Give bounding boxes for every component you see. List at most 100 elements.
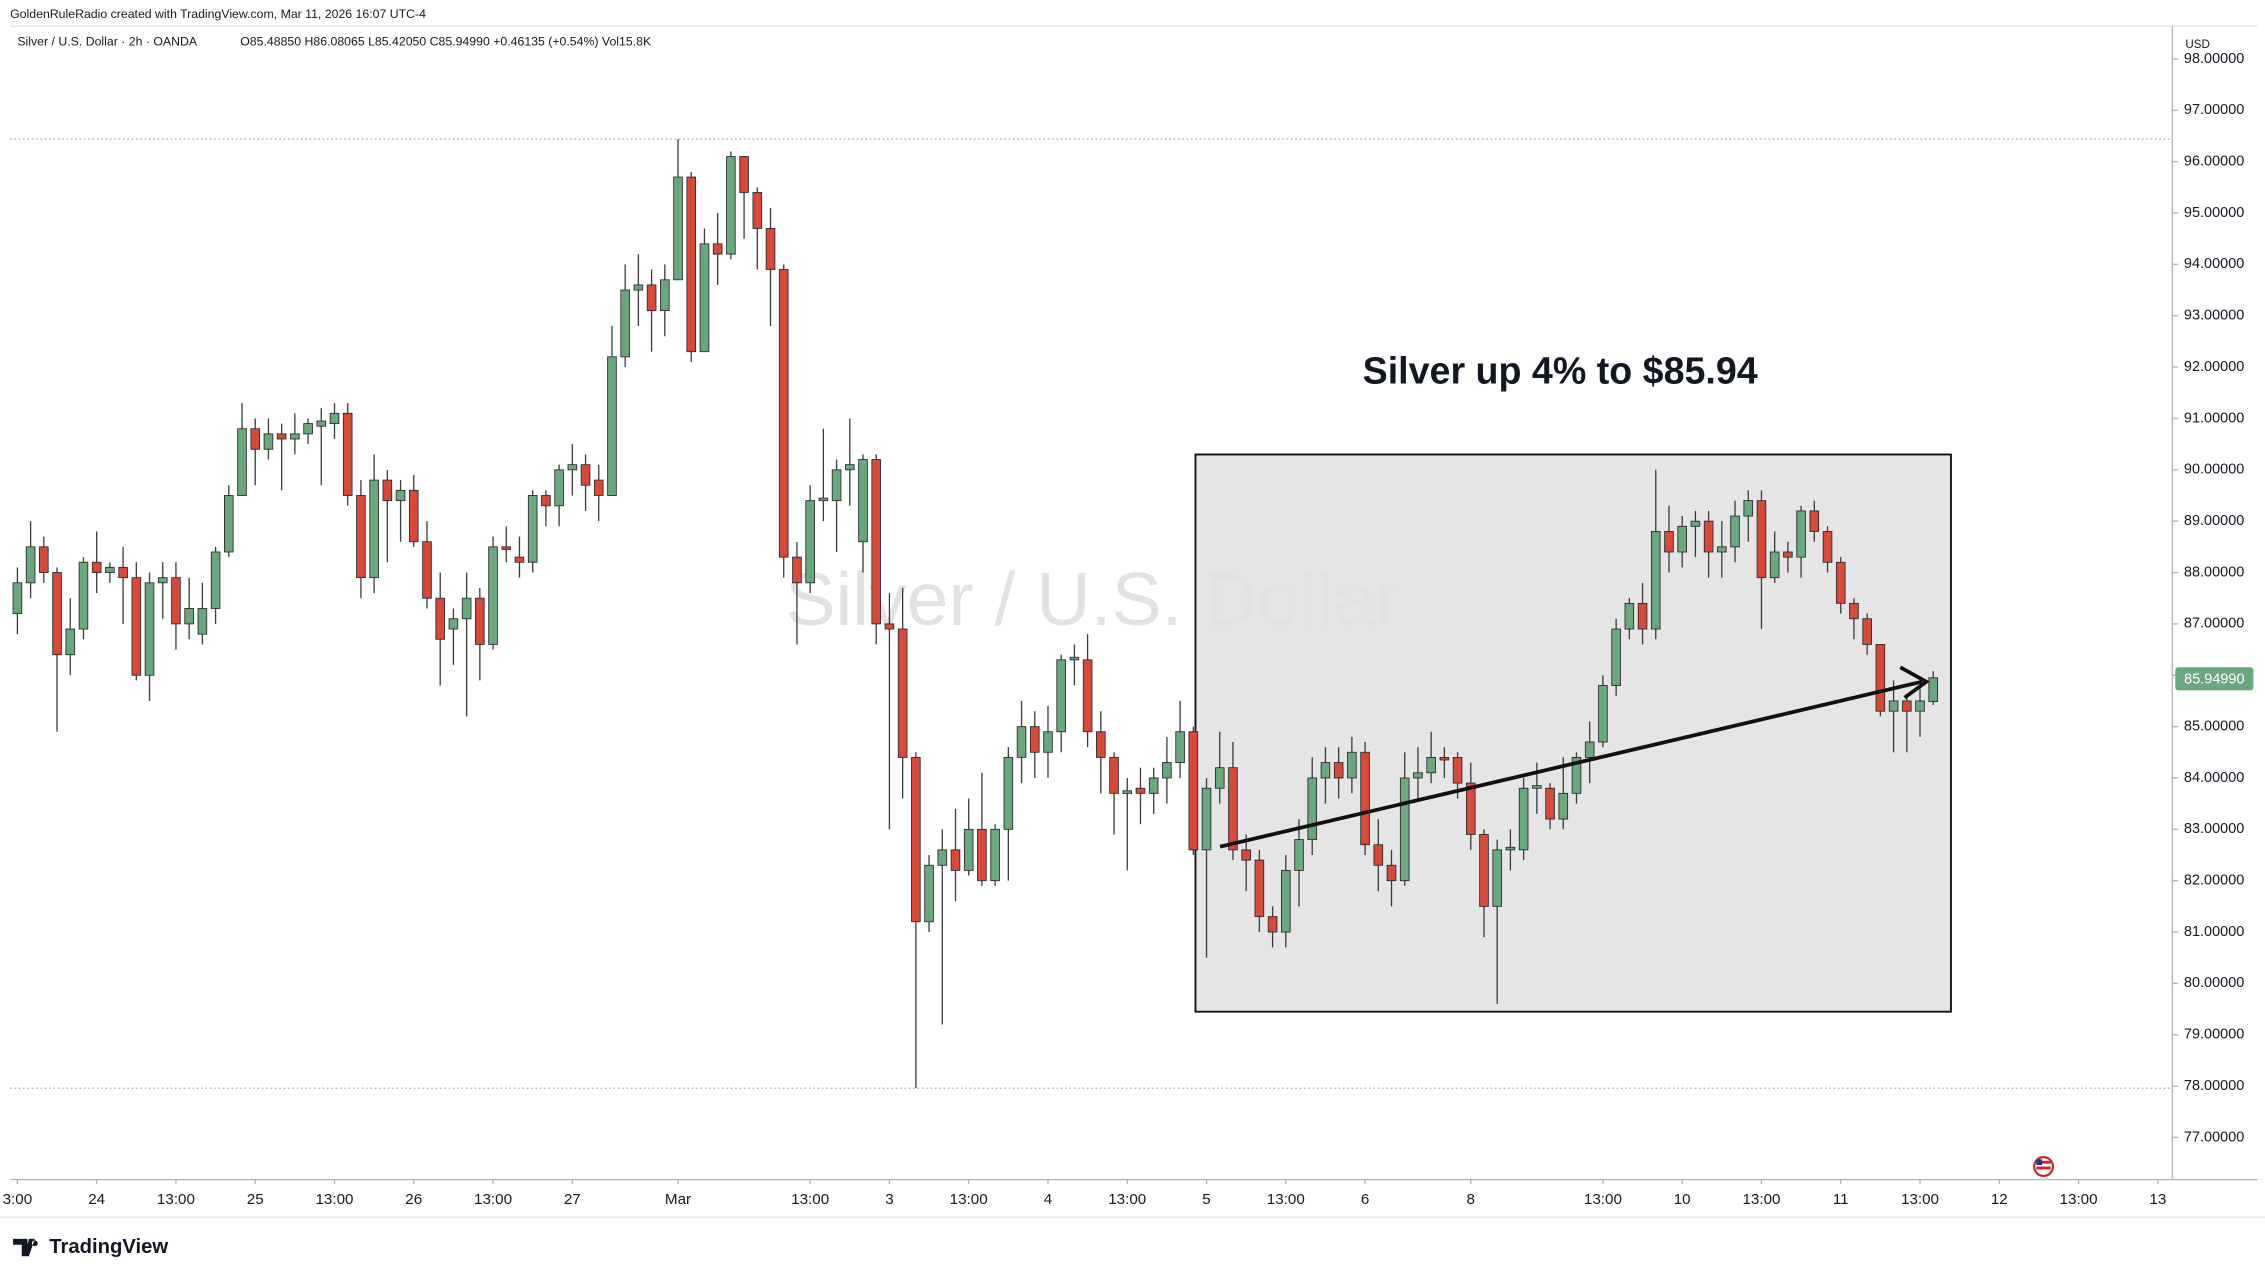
candle-body — [1532, 785, 1542, 789]
candle-body — [1029, 726, 1040, 753]
candle-body — [237, 428, 247, 496]
candle-body — [1875, 643, 1886, 712]
candle-body — [1888, 700, 1899, 712]
candle-body — [1307, 777, 1318, 841]
y-tick-label: 80.00000 — [2184, 975, 2244, 991]
candle-body — [1465, 782, 1476, 835]
candle-body — [1545, 787, 1555, 820]
candle-body — [435, 597, 445, 640]
candle-body — [805, 500, 815, 584]
candle-body — [501, 546, 512, 550]
candle-body — [1915, 700, 1925, 712]
candle-body — [541, 495, 551, 507]
candle-body — [527, 495, 538, 563]
candle-body — [1241, 849, 1251, 861]
x-tick-label: 13:00 — [157, 1191, 195, 1208]
x-tick-label: 25 — [247, 1191, 264, 1208]
candle-body — [448, 618, 459, 630]
candle-body — [1056, 659, 1066, 733]
candle-body — [1730, 515, 1740, 548]
candle-body — [1558, 792, 1569, 820]
last-price-label: 85.94990 — [2184, 671, 2244, 687]
y-axis: 77.00000 78.00000 79.00000 80.00000 81.00000… — [2172, 51, 2244, 1145]
candle-body — [1822, 531, 1833, 563]
candle-body — [884, 623, 895, 630]
y-tick-label: 89.00000 — [2184, 513, 2244, 529]
candle-body — [197, 608, 208, 635]
candle-body — [25, 546, 36, 584]
candle-body — [1862, 618, 1872, 645]
candle-body — [210, 551, 221, 609]
candle-body — [977, 828, 987, 882]
candle-body — [620, 289, 630, 358]
last-price-box — [2175, 667, 2254, 691]
y-tick-label: 77.00000 — [2184, 1129, 2244, 1145]
candle-body — [1902, 700, 1912, 712]
candle-body — [1426, 756, 1436, 774]
candle-body — [144, 582, 155, 676]
candle-body — [1518, 787, 1529, 851]
candle-body — [1135, 787, 1146, 794]
candle-body — [488, 546, 498, 645]
candle-body — [950, 849, 961, 871]
y-tick-label: 82.00000 — [2184, 873, 2244, 889]
candle-body — [1743, 500, 1754, 517]
annotation: Silver up 4% to $85.94 — [1363, 349, 1758, 391]
candle-body — [342, 412, 353, 496]
candle-body — [1347, 751, 1357, 779]
candle-body — [580, 464, 591, 486]
candle-body — [1214, 767, 1225, 789]
candle-body — [990, 828, 1000, 882]
candle-body — [1188, 731, 1199, 851]
candle-body — [461, 597, 472, 620]
x-tick-label: 8 — [1467, 1191, 1475, 1208]
candle-body — [1505, 846, 1516, 851]
candle-body — [1069, 656, 1080, 661]
x-tick-label: 6 — [1361, 1191, 1369, 1208]
candle-body — [1492, 849, 1503, 907]
candle-body — [1717, 546, 1727, 553]
y-tick-label: 81.00000 — [2184, 924, 2244, 940]
candle-body — [673, 176, 683, 281]
candle-body — [514, 556, 525, 563]
y-tick-label: 78.00000 — [2184, 1078, 2244, 1094]
candle-body — [1162, 762, 1172, 779]
candle-body — [224, 495, 234, 553]
x-tick-label: 13:00 — [1584, 1191, 1622, 1208]
candle-body — [1373, 844, 1384, 866]
candle-body — [699, 243, 710, 353]
candle-body — [1756, 500, 1767, 579]
candle-body — [276, 433, 287, 440]
highlight-box — [1194, 453, 1952, 1013]
header: GoldenRuleRadio created with TradingView… — [10, 7, 426, 21]
candle-body — [831, 469, 842, 502]
candle-body — [646, 284, 657, 312]
candle-body — [329, 412, 340, 425]
candle-body — [1386, 864, 1397, 882]
candle-body — [844, 464, 855, 471]
x-tick-label: 3:00 — [3, 1191, 33, 1208]
candle-body — [1228, 767, 1238, 851]
candle-body — [871, 459, 882, 625]
candle-body — [1849, 602, 1859, 620]
x-tick-label: 4 — [1044, 1191, 1052, 1208]
candle-body — [382, 479, 393, 502]
y-tick-label: 84.00000 — [2184, 770, 2244, 786]
candle-body — [356, 495, 366, 579]
candle-body — [1096, 731, 1106, 758]
y-tick-label: 92.00000 — [2184, 359, 2244, 375]
x-tick-label: 13:00 — [1742, 1191, 1780, 1208]
candle-body — [1796, 510, 1806, 558]
candle-body — [554, 469, 564, 507]
candle-body — [1360, 751, 1370, 846]
brand-logo — [13, 1238, 38, 1257]
legend-symbol: Silver / U.S. Dollar · 2h · OANDA — [17, 34, 198, 48]
y-tick-label: 87.00000 — [2184, 616, 2244, 632]
candle-body — [752, 192, 763, 229]
candle-body — [1082, 659, 1093, 733]
candle-body — [52, 572, 62, 656]
candle-body — [39, 546, 49, 573]
y-tick-label: 93.00000 — [2184, 308, 2244, 324]
candle-body — [1333, 762, 1344, 779]
